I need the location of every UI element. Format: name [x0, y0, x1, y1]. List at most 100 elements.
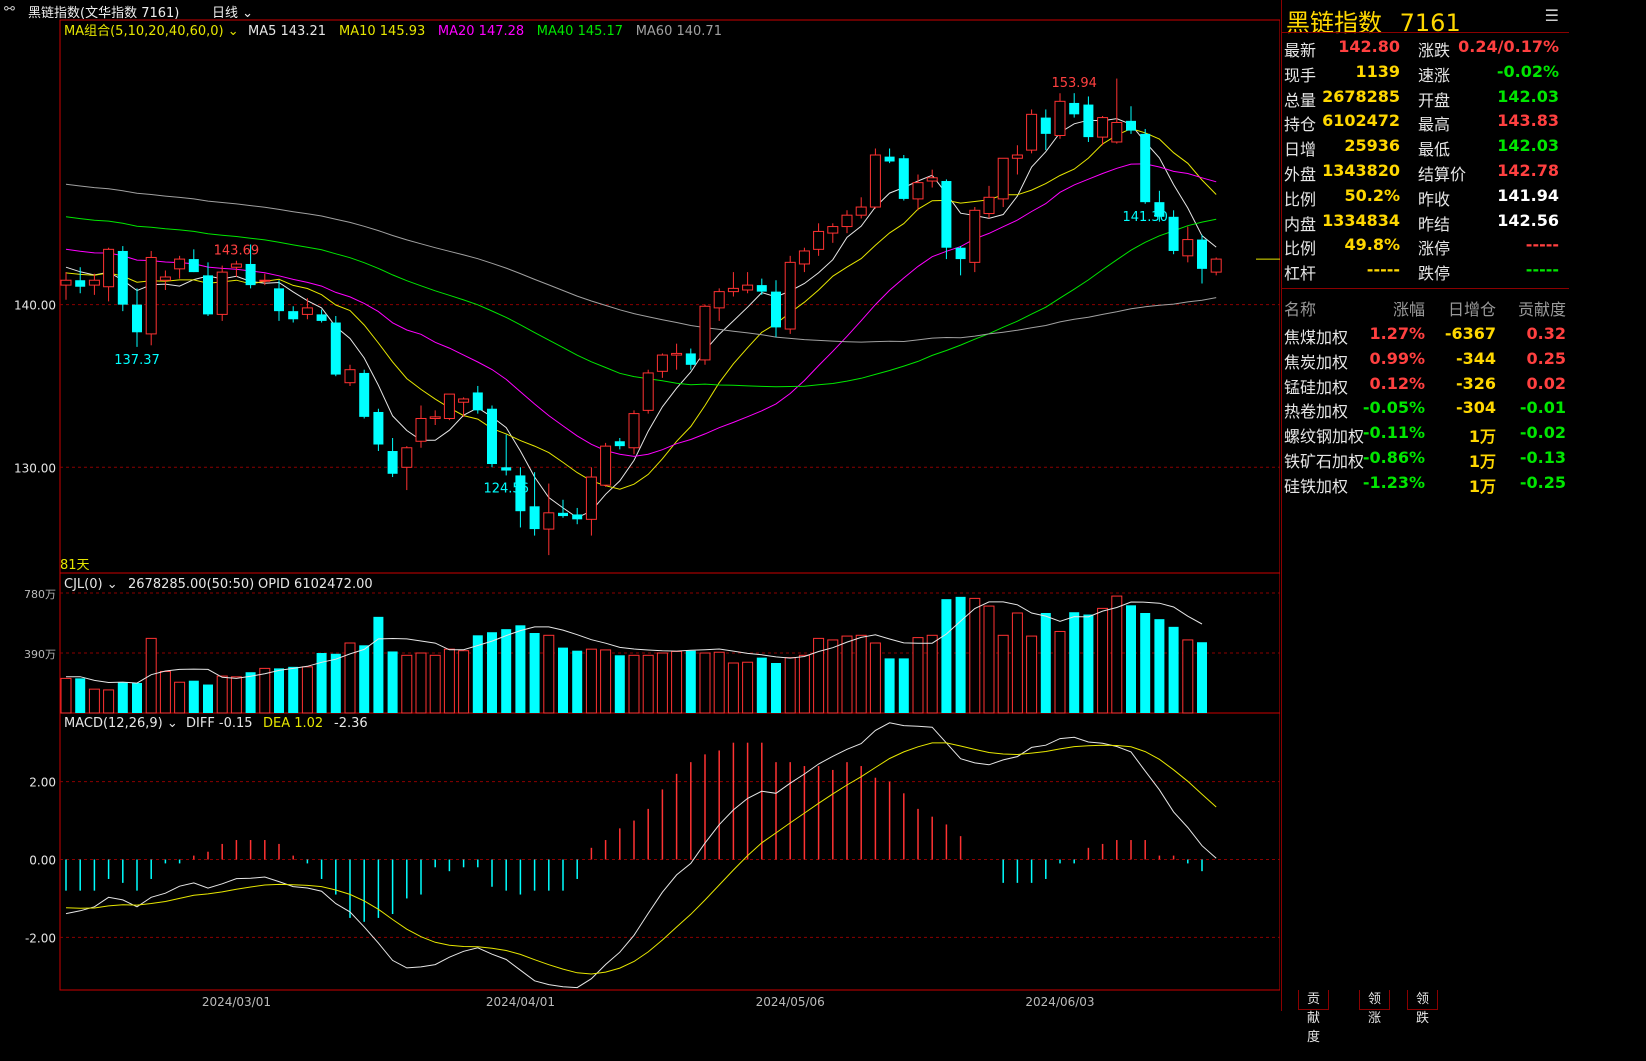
volume-legend-selector[interactable]: CJL(0) ⌄ — [64, 577, 118, 592]
divider — [1282, 32, 1569, 33]
table-row[interactable]: 硅铁加权 -1.23% 1万 -0.25 — [1282, 473, 1569, 497]
component-oi-change: -304 — [1455, 398, 1496, 418]
quote-label: 日增 — [1284, 140, 1317, 160]
volume-bar-up — [1011, 612, 1023, 714]
quote-value: -0.02% — [1496, 61, 1559, 81]
volume-bar-down — [132, 683, 142, 713]
table-row[interactable]: 铁矿石加权 -0.86% 1万 -0.13 — [1282, 448, 1569, 472]
candle-up — [145, 256, 157, 335]
candle-up — [713, 291, 725, 309]
chart-canvas[interactable]: 140.00 130.00 780万 390万 2.00 0.00 -2.00 2024/03… — [0, 0, 1280, 1011]
volume-bar-up — [145, 637, 157, 714]
candle-down — [1140, 133, 1151, 203]
menu-icon[interactable]: ☰ — [1544, 6, 1559, 25]
volume-bar-up — [855, 634, 867, 714]
volume-bar-up — [415, 652, 427, 714]
table-row[interactable]: 锰硅加权 0.12% -326 0.02 — [1282, 374, 1569, 398]
column-header[interactable]: 日增仓 — [1447, 300, 1496, 319]
component-change: -0.05% — [1362, 398, 1425, 418]
volume-bar-up — [1111, 595, 1123, 714]
candle-up — [912, 182, 924, 200]
volume-bar-up — [827, 639, 839, 714]
volume-bar-up — [642, 654, 654, 714]
table-row[interactable]: 焦煤加权 1.27% -6367 0.32 — [1282, 324, 1569, 348]
candle-down — [1154, 202, 1165, 217]
volume-bar-up — [983, 605, 995, 714]
tab-leaders-up[interactable]: 领涨 — [1359, 990, 1391, 1026]
candle-down — [132, 304, 142, 333]
ma-line-ma5 — [65, 118, 1217, 519]
chevron-down-icon: ⌄ — [238, 6, 254, 21]
table-row[interactable]: 焦炭加权 0.99% -344 0.25 — [1282, 349, 1569, 373]
candle-down — [941, 181, 952, 248]
candle-up — [344, 369, 356, 384]
date-tick-label: 2024/03/01 — [202, 995, 271, 1009]
volume-bar-down — [188, 680, 199, 713]
volume-bar-down — [756, 657, 767, 713]
opid-line — [66, 601, 1203, 684]
opid-legend-value: OPID 6102472.00 — [258, 577, 373, 592]
candle-down — [529, 506, 540, 530]
candle-up — [1054, 100, 1066, 136]
candle-up — [1097, 117, 1109, 138]
ma-legend-selector[interactable]: MA组合(5,10,20,40,60,0) ⌄ — [64, 24, 239, 39]
component-contribution: -0.02 — [1519, 423, 1566, 443]
quote-value: 141.94 — [1497, 185, 1559, 205]
quote-label: 速涨 — [1418, 65, 1451, 85]
tab-contribution[interactable]: 贡献度 — [1298, 990, 1330, 1045]
candle-down — [359, 372, 370, 417]
column-header[interactable]: 名称 — [1284, 300, 1317, 319]
column-header[interactable]: 贡献度 — [1517, 300, 1566, 319]
chart-title: 黑链指数(文华指数 7161) — [28, 6, 180, 21]
link-icon: ⚯ — [4, 2, 15, 17]
volume-bar-up — [813, 637, 825, 714]
volume-bar-up — [869, 642, 881, 714]
quote-value: 25936 — [1344, 136, 1400, 156]
date-tick-label: 2024/06/03 — [1025, 995, 1094, 1009]
column-header[interactable]: 涨幅 — [1392, 300, 1425, 319]
quote-value: 142.03 — [1497, 86, 1559, 106]
component-contribution: -0.13 — [1519, 448, 1566, 467]
volume-bar-up — [443, 648, 455, 714]
volume-bar-down — [884, 658, 895, 713]
volume-bar-down — [274, 668, 284, 713]
component-change: -1.23% — [1362, 472, 1425, 492]
quote-label: 涨停 — [1418, 239, 1451, 259]
table-row[interactable]: 螺纹钢加权 -0.11% 1万 -0.02 — [1282, 423, 1569, 447]
volume-bar-up — [912, 637, 924, 714]
volume-bar-down — [572, 650, 583, 713]
volume-bar-up — [784, 657, 796, 714]
component-oi-change: -344 — [1455, 348, 1496, 368]
macd-tick-label: -2.00 — [25, 931, 56, 945]
quote-row: 比例 50.2% 昨收 141.94 — [1282, 185, 1569, 209]
volume-bar-up — [230, 676, 242, 714]
volume-bar-up — [997, 634, 1009, 714]
volume-bar-up — [174, 681, 186, 714]
candle-up — [642, 372, 654, 411]
plot-frame — [59, 19, 1280, 991]
quote-label: 最新 — [1284, 41, 1317, 60]
low-annotation: 124.56 — [483, 481, 529, 496]
candle-down — [898, 158, 909, 199]
candle-down — [771, 291, 781, 328]
macd-legend-dea: DEA 1.02 — [263, 716, 323, 731]
ma-line-ma60 — [65, 183, 1217, 343]
quote-value: 6102472 — [1322, 111, 1400, 131]
volume-legend-value: 2678285.00(50:50) — [128, 577, 254, 592]
candle-up — [827, 226, 839, 234]
quote-label: 比例 — [1284, 239, 1317, 259]
candle-up — [216, 271, 228, 315]
volume-bar-down — [487, 632, 497, 713]
tab-leaders-down[interactable]: 领跌 — [1407, 990, 1439, 1026]
macd-legend-selector[interactable]: MACD(12,26,9) ⌄ — [64, 716, 178, 731]
quote-value: 142.80 — [1338, 37, 1400, 56]
quote-label: 外盘 — [1284, 165, 1317, 184]
volume-bar-down — [1040, 613, 1051, 713]
period-selector[interactable]: 日线 ⌄ — [212, 2, 253, 21]
candle-down — [1197, 239, 1207, 269]
quote-value: 2678285 — [1322, 86, 1400, 106]
candle-up — [841, 214, 853, 228]
macd-diff-line — [65, 722, 1217, 989]
volume-bar-up — [656, 652, 668, 714]
table-row[interactable]: 热卷加权 -0.05% -304 -0.01 — [1282, 398, 1569, 422]
